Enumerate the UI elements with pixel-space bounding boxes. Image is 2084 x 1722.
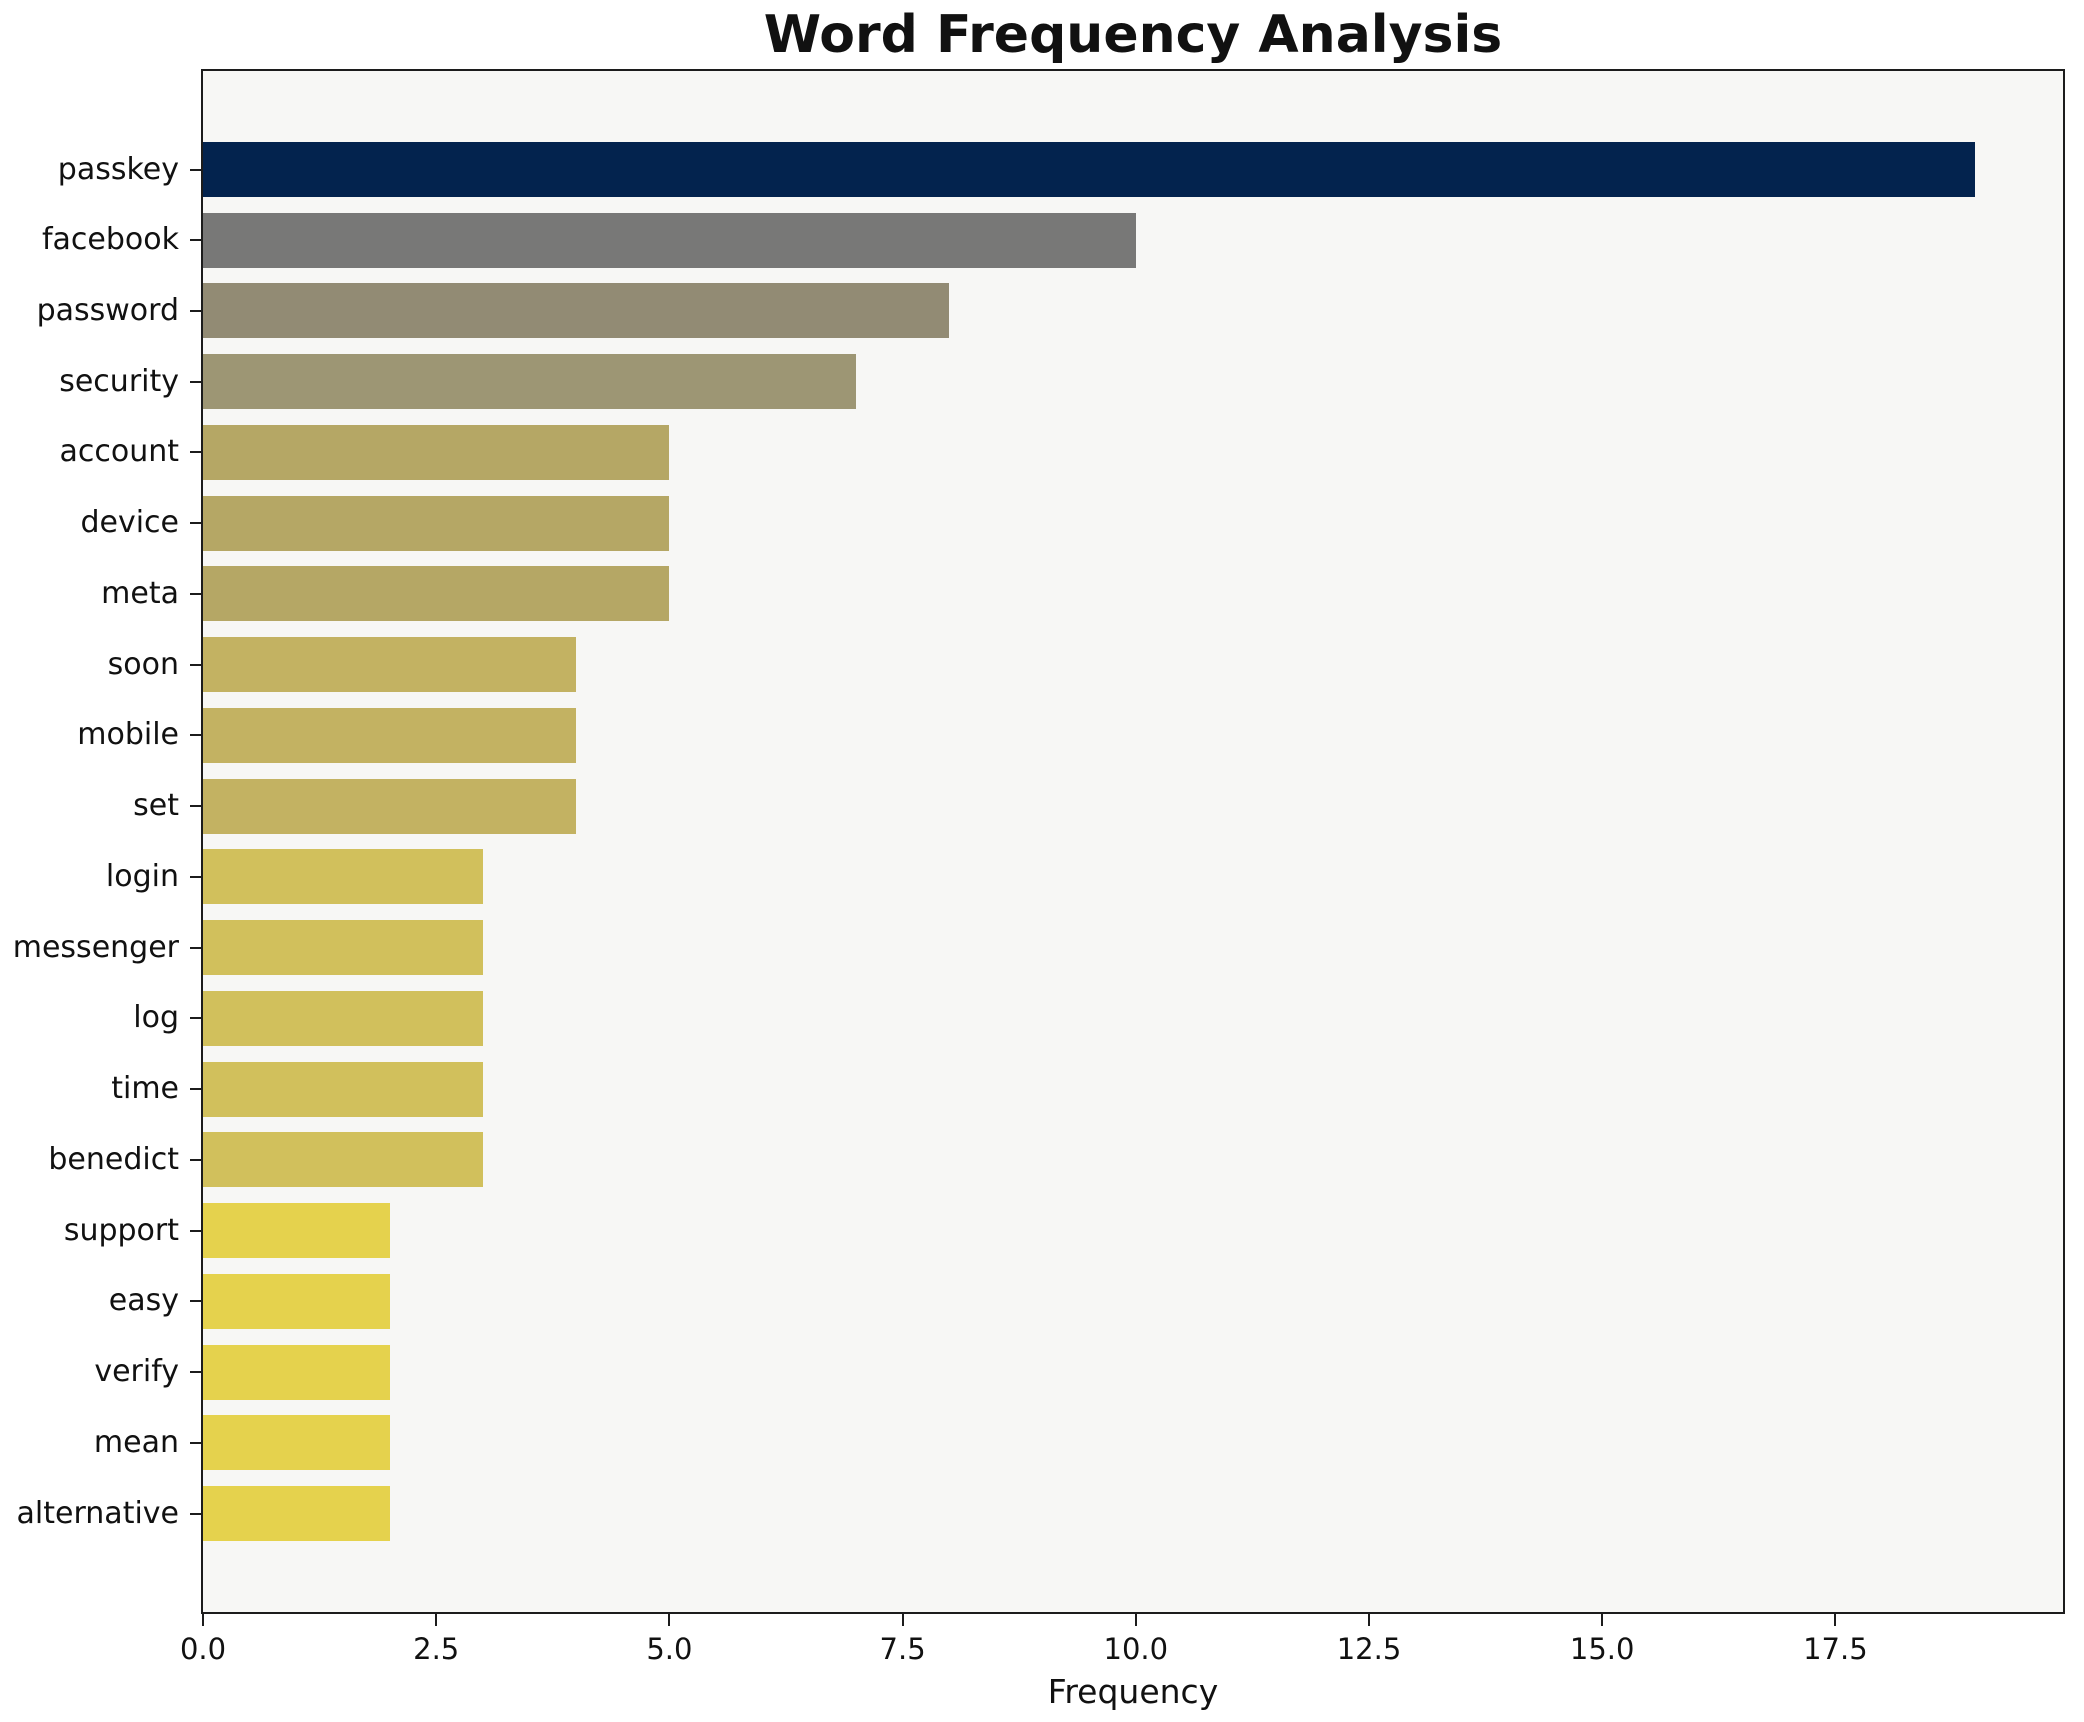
x-tick-mark [202,1612,204,1626]
x-tick-mark [901,1612,904,1626]
x-axis: Frequency 0.0 2.5 5.0 7.5 10.0 12.5 15.0 17.5 [180,1612,2063,1722]
y-tick-label-mean: mean [93,1424,179,1460]
y-tick-label-set: set [133,788,179,824]
y-tick-label-password: password [36,292,179,328]
y-tick-mark [190,875,203,878]
bar-set [203,778,577,834]
y-tick-label-passkey: passkey [57,151,179,187]
x-tick-mark [668,1612,671,1626]
y-tick-label-benedict: benedict [48,1141,179,1177]
y-tick-mark [190,168,203,171]
x-tick-mark [435,1612,438,1626]
y-tick-mark [190,805,203,808]
y-tick-label-account: account [59,434,179,470]
x-tick-mark [1367,1612,1370,1626]
y-tick-mark [190,663,203,666]
x-tick-label-10.0: 10.0 [1103,1632,1169,1666]
y-tick-label-soon: soon [107,646,179,682]
y-tick-mark [190,1441,203,1444]
y-tick-label-messenger: messenger [12,929,179,965]
x-tick-label-17.5: 17.5 [1803,1632,1868,1666]
y-tick-mark [190,239,203,242]
chart-title: Word Frequency Analysis [763,5,1503,65]
bar-time [203,1061,483,1117]
x-tick-label-15.0: 15.0 [1569,1632,1635,1666]
bar-password [203,283,950,339]
bar-verify [203,1344,390,1400]
y-tick-label-support: support [63,1212,179,1248]
y-tick-mark [190,946,203,949]
bar-alternative [203,1486,390,1541]
y-tick-mark [190,1371,203,1374]
y-tick-label-facebook: facebook [41,222,179,258]
y-axis: passkey facebook password security account de… [0,71,203,1612]
y-tick-mark [190,522,203,525]
y-tick-label-time: time [111,1071,179,1107]
bar-log [203,990,483,1046]
x-tick-label-2.5: 2.5 [413,1632,460,1666]
y-tick-mark [190,734,203,737]
x-tick-label-12.5: 12.5 [1336,1632,1402,1666]
y-tick-mark [190,309,203,312]
bar-mean [203,1415,390,1471]
y-tick-mark [190,1017,203,1020]
bar-mobile [203,707,577,763]
bar-login [203,849,483,905]
x-tick-mark [1834,1612,1837,1626]
y-tick-mark [190,1512,203,1515]
y-tick-mark [190,1300,203,1303]
bar-messenger [203,920,483,976]
y-tick-label-easy: easy [108,1283,179,1319]
x-tick-mark [1134,1612,1137,1626]
y-tick-label-login: login [105,858,179,894]
bar-easy [203,1273,390,1329]
bar-support [203,1203,390,1259]
bar-facebook [203,212,1136,268]
y-tick-label-log: log [133,1000,179,1036]
x-tick-label-7.5: 7.5 [879,1632,926,1666]
y-tick-label-meta: meta [101,575,179,611]
plot-area [201,69,2065,1614]
bar-passkey [203,142,1976,197]
bar-benedict [203,1132,483,1188]
bar-account [203,424,670,480]
y-tick-mark [190,380,203,383]
y-tick-label-verify: verify [94,1354,179,1390]
y-tick-mark [190,1088,203,1091]
y-tick-label-device: device [80,505,179,541]
y-tick-label-mobile: mobile [77,717,179,753]
y-tick-mark [190,1229,203,1232]
y-tick-mark [190,592,203,595]
bar-meta [203,566,670,622]
x-tick-label-0.0: 0.0 [179,1632,227,1666]
x-tick-mark [1601,1612,1604,1626]
y-tick-label-security: security [59,363,179,399]
bars-layer [203,71,2063,1612]
x-tick-label-5.0: 5.0 [646,1632,693,1666]
bar-security [203,354,856,410]
y-tick-label-alternative: alternative [16,1495,179,1531]
bar-soon [203,637,577,693]
y-tick-mark [190,1158,203,1161]
x-axis-title: Frequency [1047,1672,1219,1711]
bar-device [203,495,670,551]
y-tick-mark [190,451,203,454]
